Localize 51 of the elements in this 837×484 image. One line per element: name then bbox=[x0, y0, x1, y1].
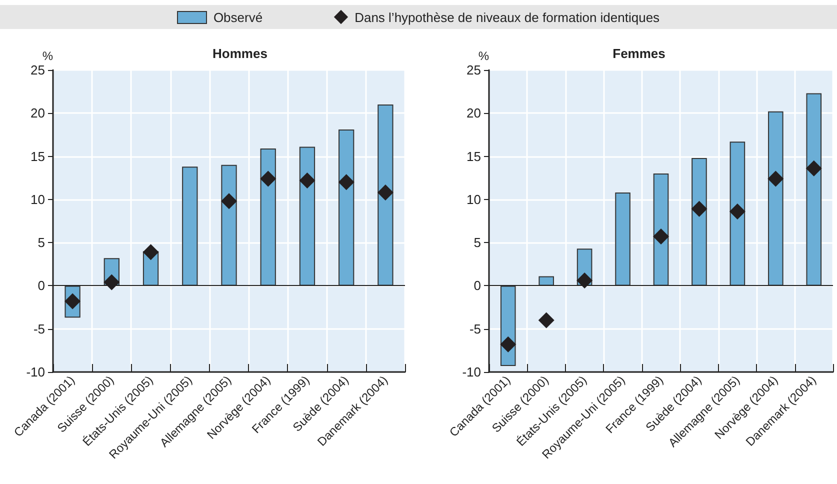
bar bbox=[653, 174, 669, 286]
y-tick-label: 15 bbox=[466, 148, 481, 164]
bar bbox=[768, 111, 784, 286]
bar bbox=[182, 166, 198, 286]
y-tick-label: 0 bbox=[38, 278, 45, 294]
point bbox=[653, 228, 669, 245]
y-tick-label: 5 bbox=[38, 235, 45, 250]
legend-label: Dans l’hypothèse de niveaux de formation identiques bbox=[354, 10, 660, 24]
bar bbox=[299, 146, 316, 286]
point bbox=[142, 244, 159, 260]
point bbox=[768, 170, 784, 187]
point bbox=[500, 336, 516, 352]
y-tick-label: 5 bbox=[474, 235, 481, 250]
point bbox=[691, 200, 708, 217]
bar bbox=[692, 158, 707, 286]
y-tick-label: 10 bbox=[30, 192, 45, 207]
y-tick-label: -10 bbox=[462, 364, 481, 380]
point bbox=[338, 174, 354, 190]
bar bbox=[538, 276, 554, 286]
point bbox=[299, 172, 316, 188]
y-tick-label: -5 bbox=[33, 321, 45, 336]
chart-title: Hommes bbox=[212, 46, 268, 61]
y-tick-label: 25 bbox=[30, 62, 45, 78]
point bbox=[576, 272, 593, 289]
y-tick-label: -10 bbox=[26, 364, 45, 380]
point bbox=[377, 184, 394, 201]
y-tick-label: 0 bbox=[474, 278, 481, 294]
point bbox=[729, 204, 746, 220]
bar bbox=[338, 130, 354, 286]
point bbox=[806, 160, 822, 176]
point bbox=[538, 312, 554, 328]
y-tick-label: 25 bbox=[466, 62, 481, 78]
bar bbox=[378, 104, 394, 286]
y-axis-title: % bbox=[478, 49, 490, 63]
y-tick-label: 10 bbox=[466, 192, 481, 207]
legend-label: Observé bbox=[213, 10, 263, 24]
point bbox=[64, 293, 81, 310]
bar bbox=[260, 148, 276, 286]
point bbox=[104, 274, 120, 290]
y-tick-label: 15 bbox=[30, 148, 45, 164]
y-axis-title: % bbox=[42, 49, 54, 63]
point bbox=[221, 193, 237, 210]
bar bbox=[615, 192, 630, 286]
y-tick-label: 20 bbox=[466, 106, 481, 121]
bar bbox=[730, 142, 746, 286]
bar bbox=[806, 93, 822, 286]
point bbox=[260, 170, 276, 187]
y-tick-label: -5 bbox=[469, 321, 481, 336]
chart-title: Femmes bbox=[612, 46, 666, 61]
bar bbox=[221, 164, 237, 286]
y-tick-label: 20 bbox=[30, 106, 45, 121]
